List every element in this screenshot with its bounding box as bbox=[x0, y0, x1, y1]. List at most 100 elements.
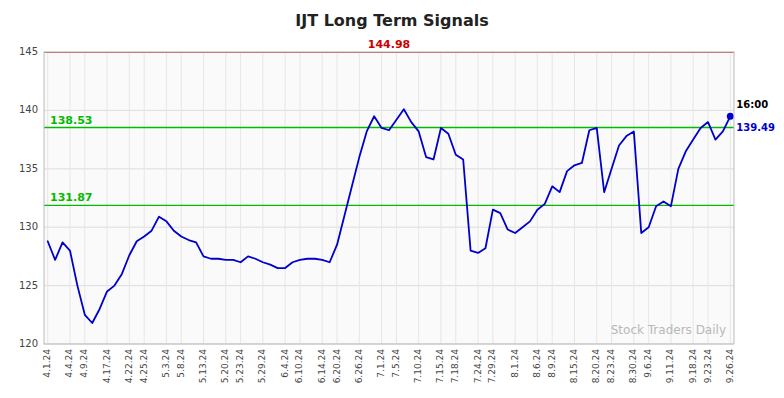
x-tick-label: 4.17.24 bbox=[102, 349, 112, 384]
grid-line-x bbox=[381, 52, 382, 344]
y-tick-label: 140 bbox=[19, 104, 38, 115]
grid-line-x bbox=[552, 52, 553, 344]
grid-line-x bbox=[730, 52, 731, 344]
grid-line-x bbox=[285, 52, 286, 344]
x-tick-label: 4.4.24 bbox=[64, 349, 74, 378]
support-line bbox=[44, 205, 734, 206]
x-tick-label: 8.15.24 bbox=[569, 349, 579, 384]
price-line bbox=[48, 109, 731, 323]
y-tick-label: 130 bbox=[19, 221, 38, 232]
grid-line-x bbox=[262, 52, 263, 344]
x-tick-label: 5.20.24 bbox=[220, 349, 230, 384]
x-tick-label: 8.30.24 bbox=[628, 349, 638, 384]
resistance-label: 144.98 bbox=[368, 38, 410, 51]
x-tick-label: 7.29.24 bbox=[487, 349, 497, 384]
grid-line-x bbox=[129, 52, 130, 344]
x-tick-label: 4.1.24 bbox=[42, 349, 52, 378]
x-tick-label: 7.24.24 bbox=[473, 349, 483, 384]
x-tick-label: 6.10.24 bbox=[294, 349, 304, 384]
grid-line-x bbox=[359, 52, 360, 344]
x-axis: 4.1.24 4.4.24 4.9.24 4.17.24 4.22.24 4.25.24 5… bbox=[42, 349, 735, 384]
x-tick-label: 8.20.24 bbox=[591, 349, 601, 384]
grid-line-x bbox=[322, 52, 323, 344]
last-time-label: 16:00 bbox=[736, 99, 768, 110]
watermark: Stock Traders Daily bbox=[611, 323, 726, 337]
last-price-label: 139.49 bbox=[736, 122, 775, 133]
x-tick-label: 7.15.24 bbox=[435, 349, 445, 384]
y-tick-label: 120 bbox=[19, 338, 38, 349]
grid-line-x bbox=[107, 52, 108, 344]
annotations: 16:00 139.49 Stock Traders Daily bbox=[611, 99, 775, 337]
y-tick-label: 145 bbox=[19, 46, 38, 57]
reference-labels: 144.98 138.53 131.87 bbox=[50, 38, 410, 204]
x-tick-label: 6.4.24 bbox=[280, 349, 290, 378]
x-tick-label: 7.5.24 bbox=[391, 349, 401, 378]
y-axis: 120 125 130 135 140 145 bbox=[19, 46, 38, 349]
x-tick-label: 4.9.24 bbox=[79, 349, 89, 378]
grid-line-y bbox=[44, 227, 734, 228]
x-tick-label: 8.9.24 bbox=[547, 349, 557, 378]
x-tick-label: 4.25.24 bbox=[139, 349, 149, 384]
grid-line-x bbox=[478, 52, 479, 344]
grid-line-x bbox=[440, 52, 441, 344]
grid-line-y bbox=[44, 110, 734, 111]
grid-line-x bbox=[611, 52, 612, 344]
grid-line-x bbox=[299, 52, 300, 344]
x-tick-label: 5.8.24 bbox=[176, 349, 186, 378]
grid-line-x bbox=[225, 52, 226, 344]
grid-line-y bbox=[44, 168, 734, 169]
grid-line-x bbox=[181, 52, 182, 344]
x-tick-label: 6.14.24 bbox=[317, 349, 327, 384]
grid-line-x bbox=[537, 52, 538, 344]
grid-line-x bbox=[648, 52, 649, 344]
grid-line-x bbox=[166, 52, 167, 344]
grid-line-x bbox=[337, 52, 338, 344]
x-tick-label: 5.13.24 bbox=[198, 349, 208, 384]
x-tick-label: 9.11.24 bbox=[665, 349, 675, 384]
x-tick-label: 9.18.24 bbox=[688, 349, 698, 384]
support-label: 138.53 bbox=[50, 114, 92, 127]
x-tick-label: 9.26.24 bbox=[725, 349, 735, 384]
plot-area bbox=[44, 52, 734, 344]
grid bbox=[44, 52, 734, 344]
grid-line-x bbox=[708, 52, 709, 344]
x-tick-label: 6.26.24 bbox=[354, 349, 364, 384]
series bbox=[48, 109, 734, 323]
support-label: 131.87 bbox=[50, 191, 92, 204]
x-tick-label: 9.23.24 bbox=[703, 349, 713, 384]
grid-line-x bbox=[670, 52, 671, 344]
title: IJT Long Term Signals bbox=[295, 11, 488, 30]
x-tick-label: 9.6.24 bbox=[643, 349, 653, 378]
x-tick-label: 7.1.24 bbox=[376, 349, 386, 378]
chart: IJT Long Term Signals 120 125 130 135 140 145 4… bbox=[0, 0, 784, 398]
last-point bbox=[727, 113, 734, 120]
grid-line-x bbox=[47, 52, 48, 344]
x-tick-label: 7.10.24 bbox=[413, 349, 423, 384]
support-line bbox=[44, 127, 734, 128]
grid-line-x bbox=[515, 52, 516, 344]
plot-frame bbox=[44, 52, 734, 344]
x-tick-label: 5.3.24 bbox=[161, 349, 171, 378]
grid-line-x bbox=[396, 52, 397, 344]
grid-line-x bbox=[240, 52, 241, 344]
y-tick-label: 125 bbox=[19, 280, 38, 291]
grid-line-x bbox=[596, 52, 597, 344]
x-tick-label: 6.20.24 bbox=[332, 349, 342, 384]
x-tick-label: 5.23.24 bbox=[235, 349, 245, 384]
grid-line-y bbox=[44, 285, 734, 286]
grid-line-x bbox=[633, 52, 634, 344]
x-tick-label: 8.23.24 bbox=[606, 349, 616, 384]
grid-line-x bbox=[693, 52, 694, 344]
x-tick-label: 5.29.24 bbox=[257, 349, 267, 384]
grid-line-x bbox=[492, 52, 493, 344]
grid-line-x bbox=[203, 52, 204, 344]
x-tick-label: 8.6.24 bbox=[532, 349, 542, 378]
x-tick-label: 8.1.24 bbox=[510, 349, 520, 378]
grid-line-x bbox=[418, 52, 419, 344]
y-tick-label: 135 bbox=[19, 163, 38, 174]
x-tick-label: 4.22.24 bbox=[124, 349, 134, 384]
grid-line-x bbox=[455, 52, 456, 344]
x-tick-label: 7.18.24 bbox=[450, 349, 460, 384]
grid-line-x bbox=[144, 52, 145, 344]
grid-line-x bbox=[574, 52, 575, 344]
